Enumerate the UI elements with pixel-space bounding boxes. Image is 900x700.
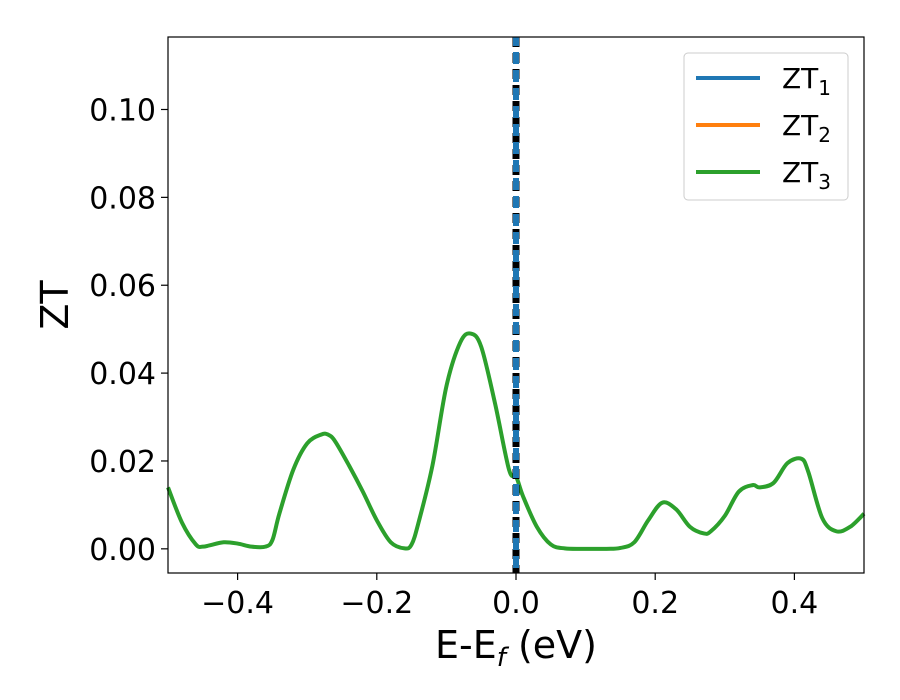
y-tick-label: 0.00 <box>89 533 156 568</box>
y-tick-label: 0.08 <box>89 181 156 216</box>
x-tick-label: 0.0 <box>492 586 540 621</box>
x-tick-label: −0.2 <box>340 586 413 621</box>
y-tick-label: 0.06 <box>89 269 156 304</box>
legend-label-3: ZT3 <box>782 156 831 194</box>
legend-box <box>683 52 849 201</box>
legend-label-2: ZT2 <box>782 109 831 147</box>
x-tick-label: 0.4 <box>771 586 819 621</box>
data-layer <box>166 37 866 573</box>
x-axis-label: E-Ef (eV) <box>435 623 597 673</box>
series-line-3 <box>166 331 866 551</box>
x-tick-label: 0.2 <box>631 586 679 621</box>
legend-label-1: ZT1 <box>782 62 831 100</box>
y-axis-label: ZT <box>33 280 77 330</box>
y-tick-label: 0.10 <box>89 93 156 128</box>
x-tick-label: −0.4 <box>201 586 274 621</box>
y-tick-label: 0.02 <box>89 445 156 480</box>
y-tick-label: 0.04 <box>89 357 156 392</box>
legend: ZT1 ZT2 ZT3 <box>683 52 849 201</box>
y-axis-ticks: 0.00 0.02 0.04 0.06 0.08 0.10 <box>89 93 168 568</box>
x-axis-ticks: −0.4 −0.2 0.0 0.2 0.4 <box>201 573 818 621</box>
